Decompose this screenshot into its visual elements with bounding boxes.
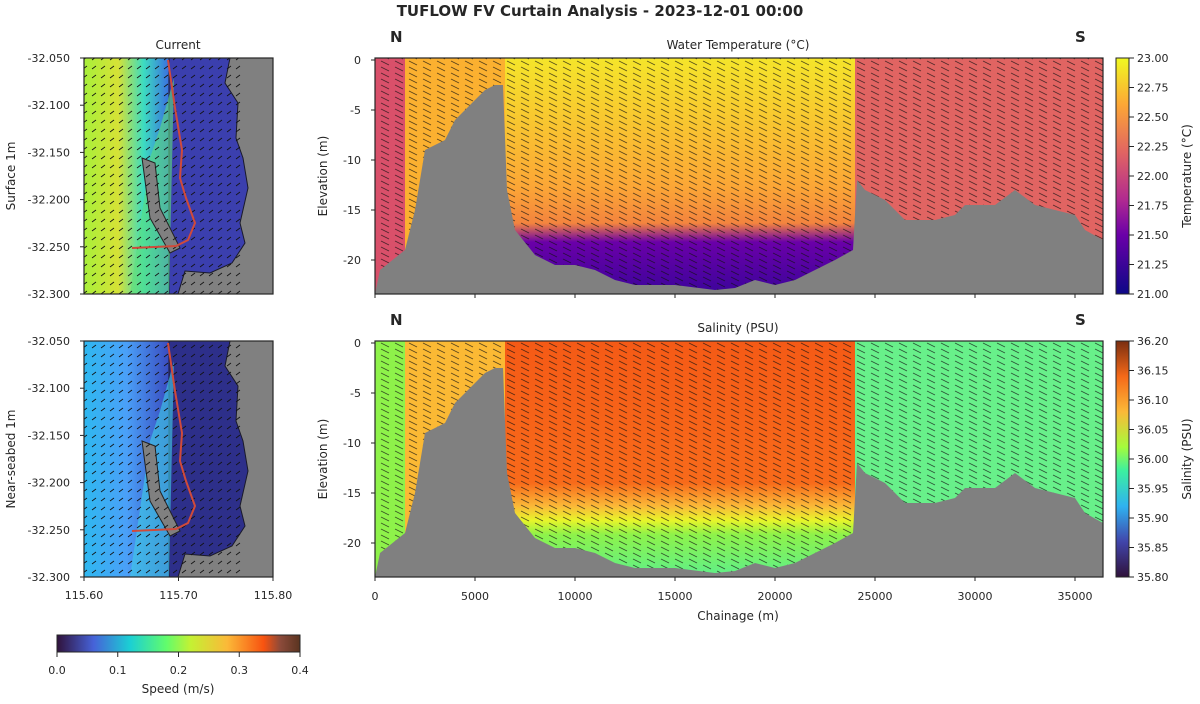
figure-title: TUFLOW FV Curtain Analysis - 2023-12-01 … <box>397 2 804 20</box>
colorbar-tick-label: 21.25 <box>1137 259 1169 272</box>
current-vectors <box>84 341 244 577</box>
curtain-ytick-label: -15 <box>343 487 361 500</box>
map-ytick-label: -32.050 <box>28 52 70 65</box>
colorbar-tick-label: 21.75 <box>1137 200 1169 213</box>
curtain-ytick-label: -20 <box>343 537 361 550</box>
map-ytick-label: -32.250 <box>28 241 70 254</box>
curtain-xtick-label: 20000 <box>758 590 793 603</box>
colorbar-tick-label: 35.95 <box>1137 483 1169 496</box>
south-label: S <box>1075 28 1086 46</box>
curtain-xtick-label: 5000 <box>461 590 489 603</box>
north-label: N <box>390 311 403 329</box>
colorbar-tick-label: 22.50 <box>1137 111 1169 124</box>
map-ylabel: Surface 1m <box>4 142 18 211</box>
transect-line <box>131 342 197 532</box>
curtain-ytick-label: -15 <box>343 204 361 217</box>
transect-line <box>131 59 197 249</box>
seabed-profile <box>375 85 1103 294</box>
curtain-xlabel: Chainage (m) <box>697 609 779 623</box>
colorbar-tick-label: 23.00 <box>1137 52 1169 65</box>
salinity-colorbar: 36.20 36.15 36.10 36.05 36.00 35.95 35.90 35.85… <box>1115 335 1194 584</box>
curtain-xtick-label: 30000 <box>958 590 993 603</box>
curtain-ytick-label: 0 <box>354 337 361 350</box>
colorbar-bar <box>1115 340 1130 578</box>
salinity-curtain: 0 -5 -10 -15 -20 0 5000 10000 15000 20000 25000 300… <box>316 311 1194 623</box>
map-title: Current <box>155 38 200 52</box>
north-label: N <box>390 28 403 46</box>
colorbar-tick-label: 36.10 <box>1137 394 1169 407</box>
speed-colorbar: 0.0 0.1 0.2 0.3 0.4 Speed (m/s) <box>48 634 309 696</box>
colorbar-tick-label: 35.85 <box>1137 542 1169 555</box>
curtain-xtick-label: 25000 <box>858 590 893 603</box>
south-label: S <box>1075 311 1086 329</box>
speed-colorbar-tick-label: 0.2 <box>170 664 188 677</box>
curtain-ytick-label: -5 <box>350 387 361 400</box>
curtain-xtick-label: 10000 <box>558 590 593 603</box>
curtain-ytick-label: -5 <box>350 104 361 117</box>
curtain-frame <box>374 57 1104 295</box>
seabed-profile <box>375 368 1103 577</box>
colorbar-label: Temperature (°C) <box>1180 124 1194 229</box>
curtain-ytick-label: 0 <box>354 54 361 67</box>
colorbar-tick-label: 21.00 <box>1137 288 1169 301</box>
speed-colorbar-label: Speed (m/s) <box>142 682 215 696</box>
map-xtick-label: 115.80 <box>254 589 293 602</box>
curtain-frame <box>374 340 1104 578</box>
map-ytick-label: -32.200 <box>28 477 70 490</box>
curtain-xtick-label: 0 <box>372 590 379 603</box>
colorbar-tick-label: 35.90 <box>1137 512 1169 525</box>
colorbar-tick-label: 36.15 <box>1137 365 1169 378</box>
map-xtick-label: 115.60 <box>65 589 104 602</box>
colorbar-label: Salinity (PSU) <box>1180 418 1194 499</box>
temperature-colorbar: 23.00 22.75 22.50 22.25 22.00 21.75 21.50 21.25… <box>1115 52 1194 301</box>
curtain-ytick-label: -10 <box>343 437 361 450</box>
colorbar-tick-label: 36.20 <box>1137 335 1169 348</box>
map-ylabel: Near-seabed 1m <box>4 410 18 509</box>
colorbar-tick-label: 36.05 <box>1137 424 1169 437</box>
map-xtick-label: 115.70 <box>159 589 198 602</box>
map-ytick-label: -32.150 <box>28 429 70 442</box>
map-ytick-label: -32.300 <box>28 571 70 584</box>
curtain-title: Salinity (PSU) <box>697 321 778 335</box>
map-panel-seabed: -32.050 -32.100 -32.150 -32.200 -32.250 -32.3… <box>4 335 292 602</box>
speed-colorbar-tick-label: 0.3 <box>231 664 249 677</box>
speed-colorbar-tick-label: 0.0 <box>48 664 66 677</box>
map-ytick-label: -32.100 <box>28 382 70 395</box>
speed-colorbar-bar <box>56 634 301 653</box>
curtain-xtick-label: 35000 <box>1058 590 1093 603</box>
curtain-ylabel: Elevation (m) <box>316 136 330 217</box>
map-ytick-label: -32.200 <box>28 194 70 207</box>
map-frame <box>83 57 274 295</box>
colorbar-tick-label: 35.80 <box>1137 571 1169 584</box>
map-ytick-label: -32.100 <box>28 99 70 112</box>
curtain-ytick-label: -10 <box>343 154 361 167</box>
map-panel-surface: -32.050 -32.100 -32.150 -32.200 -32.250 -32.3… <box>4 38 274 301</box>
current-vectors <box>84 58 244 294</box>
colorbar-tick-label: 21.50 <box>1137 229 1169 242</box>
map-ytick-label: -32.050 <box>28 335 70 348</box>
colorbar-tick-label: 22.00 <box>1137 170 1169 183</box>
curtain-ytick-label: -20 <box>343 254 361 267</box>
speed-colorbar-tick-label: 0.4 <box>291 664 309 677</box>
colorbar-tick-label: 36.00 <box>1137 453 1169 466</box>
curtain-ylabel: Elevation (m) <box>316 419 330 500</box>
map-ytick-label: -32.300 <box>28 288 70 301</box>
curtain-xtick-label: 15000 <box>658 590 693 603</box>
colorbar-tick-label: 22.75 <box>1137 82 1169 95</box>
colorbar-tick-label: 22.25 <box>1137 141 1169 154</box>
colorbar-bar <box>1115 57 1130 295</box>
curtain-title: Water Temperature (°C) <box>667 38 810 52</box>
temperature-curtain: 0 -5 -10 -15 -20 Elevation (m) Water Temperatu… <box>316 28 1194 301</box>
speed-colorbar-tick-label: 0.1 <box>109 664 127 677</box>
map-ytick-label: -32.250 <box>28 524 70 537</box>
map-ytick-label: -32.150 <box>28 146 70 159</box>
